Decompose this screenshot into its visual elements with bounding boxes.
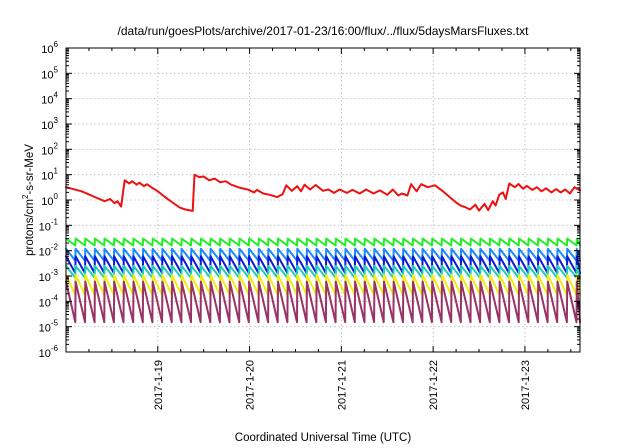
x-axis-label: Coordinated Universal Time (UTC) <box>235 432 412 444</box>
y-tick-label: 103 <box>41 116 58 132</box>
y-tick-label: 10-3 <box>39 268 59 284</box>
series-line-1 <box>65 173 581 212</box>
y-tick-label: 106 <box>41 40 58 56</box>
x-tick-label: 2017-1-20 <box>245 360 257 410</box>
y-tick-label: 10-5 <box>39 319 59 335</box>
y-tick-label: 101 <box>41 167 58 183</box>
series-line-7 <box>65 280 581 324</box>
grid-layer <box>66 48 580 352</box>
y-tick-label: 102 <box>41 141 58 157</box>
y-tick-label: 105 <box>41 65 58 81</box>
y-tick-label: 100 <box>41 192 58 208</box>
y-tick-label: 10-2 <box>39 243 59 259</box>
x-tick-labels: 2017-1-19 2017-1-20 2017-1-21 2017-1-22 2017… <box>153 360 532 410</box>
y-tick-labels: 106 105 104 103 102 101 100 10-1 10-2 10-3 10-4 10-… <box>39 40 59 360</box>
x-tick-label: 2017-1-19 <box>153 360 165 410</box>
y-axis-label-base: protons/cm <box>24 199 36 256</box>
y-tick-label: 10-6 <box>39 344 59 360</box>
x-tick-label: 2017-1-22 <box>428 360 440 410</box>
y-axis-label-rest: -s-sr-MeV <box>24 144 36 195</box>
x-tick-label: 2017-1-21 <box>336 360 348 410</box>
x-tick-label: 2017-1-23 <box>520 360 532 410</box>
tick-layer <box>66 47 580 353</box>
series-line-2 <box>65 237 581 247</box>
y-tick-label: 10-1 <box>39 217 59 233</box>
chart-title: /data/run/goesPlots/archive/2017-01-23/1… <box>118 24 530 38</box>
y-tick-label: 104 <box>41 91 58 107</box>
series-layer <box>65 173 581 324</box>
y-axis-label-sup: 2 <box>21 194 30 199</box>
y-axis-label: protons/cm2-s-sr-MeV <box>21 144 36 256</box>
y-tick-label: 10-4 <box>39 293 59 309</box>
